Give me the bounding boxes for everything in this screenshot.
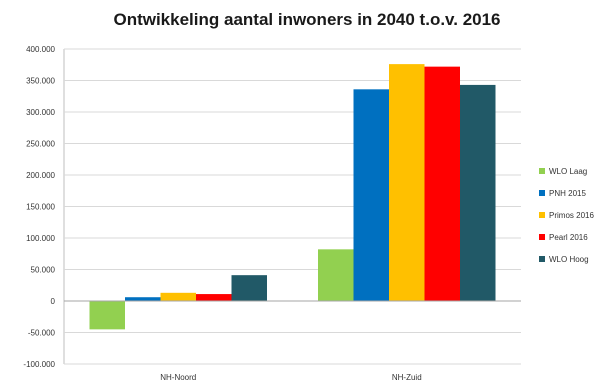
legend-swatch [539, 212, 545, 218]
bar [460, 84, 496, 301]
legend-label: PNH 2015 [549, 189, 586, 198]
legend-label: Pearl 2016 [549, 233, 588, 242]
y-tick-label: -100.000 [23, 360, 55, 369]
bar [196, 294, 232, 301]
legend: WLO Laag PNH 2015 Primos 2016 Pearl 2016 WLO… [539, 167, 594, 264]
legend-label: Primos 2016 [549, 211, 594, 220]
y-tick-label: 400.000 [26, 45, 55, 54]
legend-swatch [539, 256, 545, 262]
bar [231, 275, 267, 301]
bar [318, 249, 354, 301]
y-tick-label: -50.000 [28, 329, 56, 338]
bar [89, 301, 125, 330]
bar [125, 297, 161, 301]
chart-title: Ontwikkeling aantal inwoners in 2040 t.o… [113, 10, 500, 29]
bars [89, 64, 496, 330]
x-axis-category-labels: NH-Noord NH-Zuid [160, 373, 421, 382]
y-tick-label: 0 [51, 297, 56, 306]
y-tick-label: 300.000 [26, 108, 55, 117]
legend-label: WLO Laag [549, 167, 587, 176]
bar [160, 292, 196, 301]
legend-swatch [539, 168, 545, 174]
bar [353, 89, 389, 301]
legend-swatch [539, 234, 545, 240]
y-tick-label: 150.000 [26, 203, 55, 212]
x-category-label: NH-Noord [160, 373, 196, 382]
y-tick-label: 50.000 [31, 266, 56, 275]
bar [389, 64, 425, 302]
x-category-label: NH-Zuid [392, 373, 422, 382]
legend-label: WLO Hoog [549, 255, 589, 264]
bar [424, 66, 460, 301]
y-tick-label: 100.000 [26, 234, 55, 243]
y-tick-label: 250.000 [26, 140, 55, 149]
y-axis-tick-labels: 400.000 350.000 300.000 250.000 200.000 150.0… [23, 45, 55, 369]
legend-swatch [539, 190, 545, 196]
y-tick-label: 350.000 [26, 77, 55, 86]
y-tick-label: 200.000 [26, 171, 55, 180]
